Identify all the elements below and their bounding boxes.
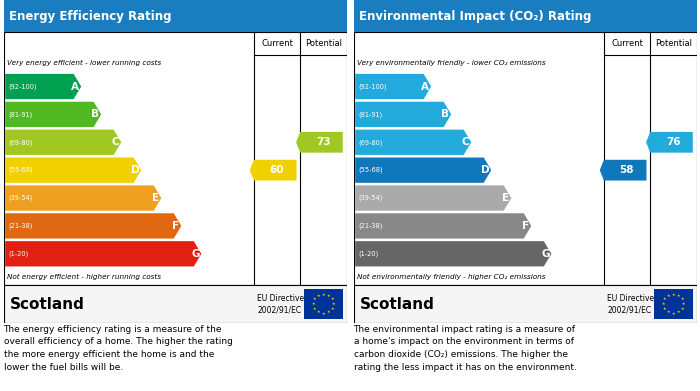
- Polygon shape: [5, 185, 161, 211]
- Text: ★: ★: [666, 310, 670, 314]
- Bar: [4, 32, 346, 285]
- Text: Current: Current: [261, 39, 293, 48]
- Text: ★: ★: [663, 297, 666, 301]
- Text: 73: 73: [316, 137, 330, 147]
- Text: Potential: Potential: [654, 39, 692, 48]
- Text: EU Directive
2002/91/EC: EU Directive 2002/91/EC: [258, 294, 304, 314]
- Text: ★: ★: [677, 310, 680, 314]
- Polygon shape: [355, 158, 491, 183]
- Text: Very environmentally friendly - lower CO₂ emissions: Very environmentally friendly - lower CO…: [357, 60, 545, 66]
- Text: ★: ★: [677, 294, 680, 298]
- Text: ★: ★: [680, 297, 684, 301]
- Text: (92-100): (92-100): [358, 83, 387, 90]
- Text: (69-80): (69-80): [8, 139, 33, 145]
- Text: ★: ★: [316, 294, 320, 298]
- Polygon shape: [355, 213, 531, 239]
- Polygon shape: [5, 74, 81, 99]
- Text: D: D: [131, 165, 139, 175]
- Text: ★: ★: [663, 307, 666, 311]
- Bar: [354, 32, 696, 285]
- Text: ★: ★: [327, 294, 330, 298]
- Text: Environmental Impact (CO₂) Rating: Environmental Impact (CO₂) Rating: [358, 10, 591, 23]
- Text: A: A: [71, 81, 79, 91]
- Text: EU Directive
2002/91/EC: EU Directive 2002/91/EC: [608, 294, 655, 314]
- Text: Very energy efficient - lower running costs: Very energy efficient - lower running co…: [7, 60, 161, 66]
- Text: (21-38): (21-38): [358, 222, 383, 229]
- Text: (81-91): (81-91): [358, 111, 383, 118]
- Polygon shape: [355, 102, 452, 127]
- Polygon shape: [646, 132, 693, 152]
- Text: (1-20): (1-20): [8, 251, 29, 257]
- Bar: [304, 289, 343, 319]
- Text: Potential: Potential: [304, 39, 342, 48]
- Text: C: C: [112, 137, 120, 147]
- Text: B: B: [442, 109, 449, 119]
- Text: Current: Current: [611, 39, 643, 48]
- Text: A: A: [421, 81, 429, 91]
- Polygon shape: [5, 213, 181, 239]
- Polygon shape: [5, 130, 121, 155]
- Text: The energy efficiency rating is a measure of the
overall efficiency of a home. T: The energy efficiency rating is a measur…: [4, 325, 232, 372]
- Text: F: F: [172, 221, 180, 231]
- Text: (92-100): (92-100): [8, 83, 37, 90]
- Text: 76: 76: [666, 137, 680, 147]
- Text: ★: ★: [330, 307, 334, 311]
- Text: (39-54): (39-54): [358, 195, 383, 201]
- Text: ★: ★: [671, 292, 675, 296]
- Text: (81-91): (81-91): [8, 111, 33, 118]
- Polygon shape: [355, 130, 471, 155]
- Text: ★: ★: [312, 302, 315, 306]
- Text: E: E: [503, 193, 510, 203]
- Text: G: G: [191, 249, 200, 259]
- Text: (39-54): (39-54): [8, 195, 33, 201]
- Bar: [354, 0, 696, 32]
- Polygon shape: [5, 241, 202, 266]
- Text: ★: ★: [662, 302, 665, 306]
- Text: C: C: [462, 137, 470, 147]
- Text: The environmental impact rating is a measure of
a home's impact on the environme: The environmental impact rating is a mea…: [354, 325, 576, 372]
- Polygon shape: [355, 185, 511, 211]
- Bar: [354, 285, 696, 323]
- Text: ★: ★: [330, 297, 334, 301]
- Polygon shape: [355, 74, 431, 99]
- Text: (55-68): (55-68): [8, 167, 34, 173]
- Text: ★: ★: [321, 292, 325, 296]
- Text: ★: ★: [327, 310, 330, 314]
- Text: Not energy efficient - higher running costs: Not energy efficient - higher running co…: [7, 274, 161, 280]
- Polygon shape: [5, 158, 141, 183]
- Text: ★: ★: [682, 302, 685, 306]
- Bar: [4, 0, 346, 32]
- Text: D: D: [481, 165, 489, 175]
- Polygon shape: [250, 160, 297, 181]
- Text: E: E: [153, 193, 160, 203]
- Text: (55-68): (55-68): [358, 167, 384, 173]
- Text: ★: ★: [671, 312, 675, 316]
- Text: Scotland: Scotland: [10, 296, 85, 312]
- Text: ★: ★: [332, 302, 335, 306]
- Text: B: B: [92, 109, 99, 119]
- Polygon shape: [296, 132, 343, 152]
- Text: 58: 58: [620, 165, 634, 175]
- Bar: [4, 285, 346, 323]
- Text: F: F: [522, 221, 530, 231]
- Text: (21-38): (21-38): [8, 222, 33, 229]
- Text: ★: ★: [680, 307, 684, 311]
- Text: Scotland: Scotland: [360, 296, 435, 312]
- Bar: [654, 289, 693, 319]
- Polygon shape: [600, 160, 647, 181]
- Text: 60: 60: [270, 165, 284, 175]
- Text: Energy Efficiency Rating: Energy Efficiency Rating: [8, 10, 171, 23]
- Text: Not environmentally friendly - higher CO₂ emissions: Not environmentally friendly - higher CO…: [357, 274, 545, 280]
- Text: G: G: [541, 249, 550, 259]
- Text: ★: ★: [313, 297, 316, 301]
- Polygon shape: [5, 102, 102, 127]
- Text: ★: ★: [666, 294, 670, 298]
- Text: ★: ★: [321, 312, 325, 316]
- Text: ★: ★: [313, 307, 316, 311]
- Text: (69-80): (69-80): [358, 139, 383, 145]
- Text: ★: ★: [316, 310, 320, 314]
- Text: (1-20): (1-20): [358, 251, 379, 257]
- Polygon shape: [355, 241, 552, 266]
